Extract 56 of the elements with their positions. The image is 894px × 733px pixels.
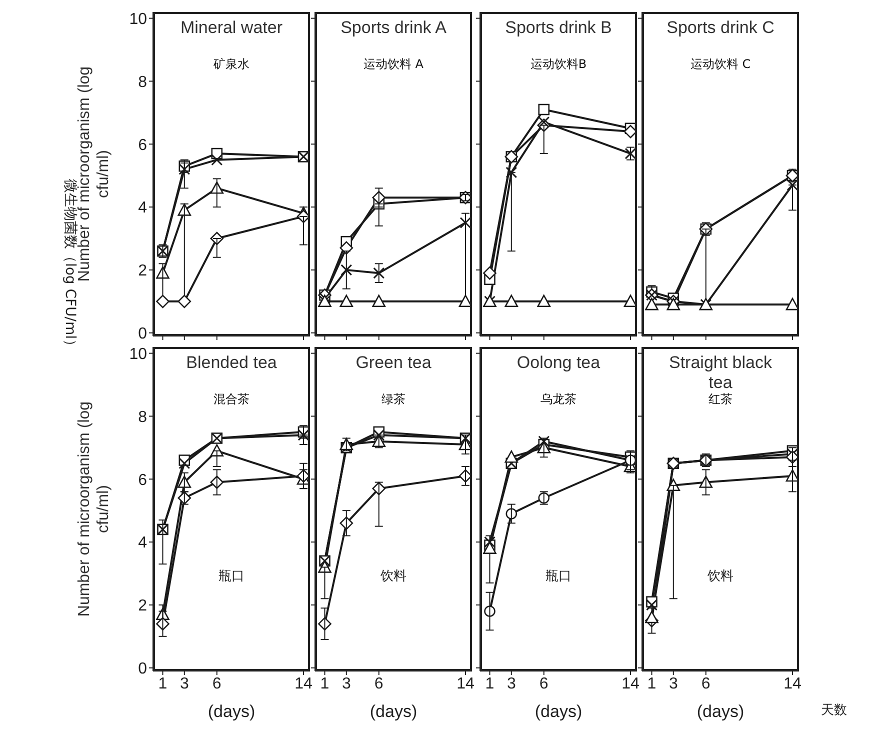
x-tick-label: 14 bbox=[294, 675, 313, 692]
y-tick-label: 10 bbox=[129, 10, 148, 28]
text: 绿茶 bbox=[380, 391, 406, 408]
x-tick-label: 14 bbox=[622, 675, 640, 692]
text: 乌龙茶 bbox=[540, 391, 578, 408]
x-tick-label: 3 bbox=[180, 675, 189, 692]
text: 矿泉水 bbox=[212, 56, 250, 73]
x-tick-label: 14 bbox=[784, 675, 802, 692]
x-tick-label: 3 bbox=[506, 675, 516, 692]
x-tick-label: 1 bbox=[158, 675, 168, 692]
annotation: 瓶口 bbox=[544, 568, 572, 586]
annotation: 饮料 bbox=[706, 568, 734, 586]
chart-title: Blended tea bbox=[185, 353, 278, 373]
text: 红茶 bbox=[708, 391, 734, 408]
x-tick-label: 14 bbox=[456, 675, 475, 692]
chart-title: Sports drink B bbox=[504, 18, 613, 38]
annotation: 瓶口 bbox=[218, 568, 246, 586]
text: 运动饮料 C bbox=[689, 56, 752, 73]
x-tick-label: 1 bbox=[647, 675, 656, 692]
text: 运动饮料B bbox=[529, 56, 588, 73]
y-tick-label: 8 bbox=[138, 74, 148, 91]
y-tick-label: 6 bbox=[138, 136, 148, 154]
y-tick-label: 0 bbox=[138, 660, 148, 678]
y-tick-label: 6 bbox=[138, 472, 148, 489]
x-tick-label: 3 bbox=[668, 675, 678, 692]
y-tick-label: 4 bbox=[138, 534, 148, 552]
x-axis-title: (days) bbox=[208, 702, 256, 721]
chart-title: Mineral water bbox=[179, 18, 284, 38]
y-axis-title: Number of microorganism (log cfu/ml) bbox=[75, 400, 113, 619]
text: 天数 bbox=[821, 702, 847, 719]
x-axis-title: (days) bbox=[370, 702, 418, 721]
y-tick-label: 4 bbox=[138, 200, 148, 217]
x-tick-label: 6 bbox=[701, 675, 710, 692]
annotation: 饮料 bbox=[380, 568, 408, 586]
x-tick-label: 6 bbox=[212, 675, 222, 692]
chart-title: Sports drink C bbox=[666, 18, 776, 38]
x-axis-title: (days) bbox=[696, 702, 744, 721]
x-tick-label: 6 bbox=[374, 675, 384, 692]
text: 运动饮料 A bbox=[362, 56, 425, 73]
x-tick-label: 1 bbox=[485, 675, 494, 692]
y-tick-label: 10 bbox=[129, 346, 148, 363]
y-axis-title: Number of microorganism (log cfu/ml) bbox=[76, 65, 113, 282]
x-axis-title: (days) bbox=[534, 702, 582, 721]
text: 微生物菌数（log CFU/ml） bbox=[61, 178, 78, 356]
x-tick-label: 3 bbox=[342, 675, 351, 692]
y-tick-label: 8 bbox=[138, 408, 148, 426]
text: Straight black tea bbox=[668, 353, 773, 393]
x-tick-label: 6 bbox=[539, 675, 548, 692]
x-tick-label: 1 bbox=[320, 675, 330, 692]
chart-title: Oolong tea bbox=[516, 353, 602, 373]
chart-title: Green tea bbox=[354, 353, 432, 373]
y-tick-label: 2 bbox=[138, 262, 148, 280]
y-tick-label: 0 bbox=[138, 326, 148, 343]
chart-title: Sports drink A bbox=[340, 18, 448, 38]
text: 混合茶 bbox=[212, 391, 250, 408]
y-tick-label: 2 bbox=[138, 598, 148, 615]
